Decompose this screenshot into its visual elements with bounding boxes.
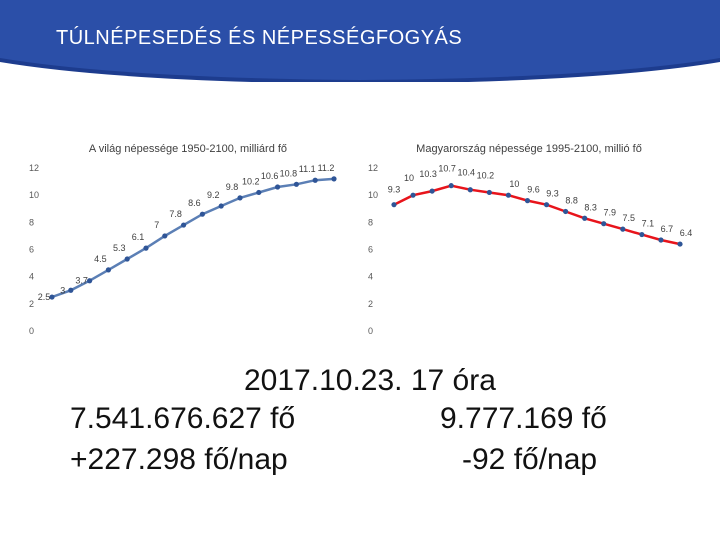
- banner-shape: [0, 0, 720, 82]
- hungary-rate: -92 fő/nap: [462, 443, 598, 476]
- world-data-label: 10.6: [261, 171, 279, 181]
- slide-title: TÚLNÉPESEDÉS ÉS NÉPESSÉGFOGYÁS: [56, 27, 463, 49]
- hungary-data-point: [467, 187, 473, 193]
- hungary-data-point: [448, 183, 454, 189]
- hungary-data-point: [486, 189, 492, 196]
- world-data-label: 3.7: [75, 276, 88, 286]
- world-y-tick-label: 10: [29, 190, 39, 200]
- hungary-total: 9.777.169 fő: [440, 402, 607, 435]
- date-line: 2017.10.23. 17 óra: [244, 364, 496, 397]
- world-data-label: 11.1: [299, 164, 316, 174]
- world-data-label: 7.8: [169, 209, 182, 219]
- world-data-point: [143, 245, 149, 251]
- world-y-tick-label: 0: [29, 326, 34, 336]
- hungary-data-point: [620, 226, 626, 232]
- world-data-point: [105, 267, 111, 273]
- hungary-data-label: 6.7: [661, 224, 674, 234]
- world-rate: +227.298 fő/nap: [70, 443, 288, 476]
- world-data-label: 2.5: [38, 292, 51, 302]
- hungary-data-label: 8.8: [565, 195, 578, 205]
- world-data-point: [181, 222, 187, 228]
- world-data-point: [237, 195, 243, 201]
- hungary-data-point: [563, 208, 569, 215]
- hungary-data-point: [429, 188, 435, 194]
- hungary-data-label: 7.5: [623, 213, 636, 223]
- world-total: 7.541.676.627 fő: [70, 402, 296, 435]
- hungary-data-label: 6.4: [680, 228, 693, 238]
- world-y-tick-label: 4: [29, 272, 34, 282]
- hungary-data-label: 9.3: [388, 185, 401, 195]
- world-y-tick-label: 2: [29, 299, 34, 309]
- hungary-data-label: 10: [509, 179, 519, 189]
- hungary-data-label: 10: [404, 173, 414, 183]
- hungary-data-point: [639, 231, 645, 238]
- hungary-data-point: [524, 198, 531, 204]
- hungary-y-tick-label: 6: [368, 245, 373, 255]
- world-data-point: [199, 211, 205, 217]
- hungary-data-point: [410, 192, 416, 198]
- hungary-data-label: 8.3: [584, 202, 597, 212]
- hungary-y-tick-label: 2: [368, 299, 373, 309]
- world-data-label: 8.6: [188, 198, 201, 208]
- hungary-data-label: 9.3: [546, 189, 559, 199]
- world-data-point: [124, 256, 130, 262]
- hungary-data-point: [658, 237, 664, 243]
- hungary-data-point: [505, 192, 511, 198]
- hungary-y-tick-label: 12: [368, 163, 378, 173]
- hungary-y-tick-label: 4: [368, 272, 373, 282]
- hungary-data-label: 10.2: [477, 170, 495, 180]
- world-data-label: 9.2: [207, 190, 220, 200]
- world-data-label: 10.2: [242, 176, 260, 186]
- world-series-line: [51, 177, 335, 299]
- hungary-data-point: [391, 202, 397, 208]
- hungary-data-label: 10.7: [438, 164, 456, 174]
- title-banner: [0, 0, 720, 82]
- hungary-data-label: 7.1: [642, 219, 655, 229]
- world-y-tick-label: 12: [29, 163, 39, 173]
- world-data-point: [162, 233, 168, 239]
- hungary-data-point: [582, 215, 588, 221]
- hungary-data-point: [543, 202, 550, 208]
- world-data-point: [312, 177, 318, 183]
- world-data-label: 5.3: [113, 243, 126, 253]
- hungary-data-label: 10.4: [458, 168, 476, 178]
- world-population-chart: A világ népessége 1950-2100, milliárd fő…: [22, 138, 357, 348]
- hungary-data-label: 10.3: [419, 169, 437, 179]
- hungary-data-label: 7.9: [603, 208, 616, 218]
- hungary-y-tick-label: 8: [368, 217, 373, 227]
- world-data-label: 11.2: [318, 163, 335, 173]
- hungary-y-tick-label: 10: [368, 190, 378, 200]
- world-data-label: 4.5: [94, 254, 107, 264]
- hungary-population-chart: Magyarország népessége 1995-2100, millió…: [362, 138, 702, 348]
- hungary-data-label: 9.6: [527, 185, 540, 195]
- world-y-tick-label: 8: [29, 217, 34, 227]
- world-data-point: [293, 181, 299, 187]
- world-data-point: [331, 176, 337, 182]
- world-data-label: 9.8: [226, 182, 239, 192]
- world-data-label: 3: [60, 285, 65, 295]
- world-data-point: [275, 184, 281, 190]
- world-data-point: [218, 203, 224, 209]
- hungary-series-line: [393, 184, 681, 246]
- hungary-data-point: [601, 221, 607, 227]
- world-data-label: 7: [154, 220, 159, 230]
- world-y-tick-label: 6: [29, 245, 34, 255]
- world-data-point: [256, 189, 262, 196]
- world-data-point: [49, 294, 55, 300]
- world-data-label: 10.8: [280, 168, 298, 178]
- world-chart-title: A világ népessége 1950-2100, milliárd fő: [89, 143, 287, 155]
- hungary-y-tick-label: 0: [368, 326, 373, 336]
- hungary-chart-title: Magyarország népessége 1995-2100, millió…: [416, 143, 642, 155]
- world-data-point: [68, 287, 74, 293]
- hungary-data-point: [677, 241, 683, 247]
- world-data-point: [87, 278, 93, 284]
- world-data-label: 6.1: [132, 232, 145, 242]
